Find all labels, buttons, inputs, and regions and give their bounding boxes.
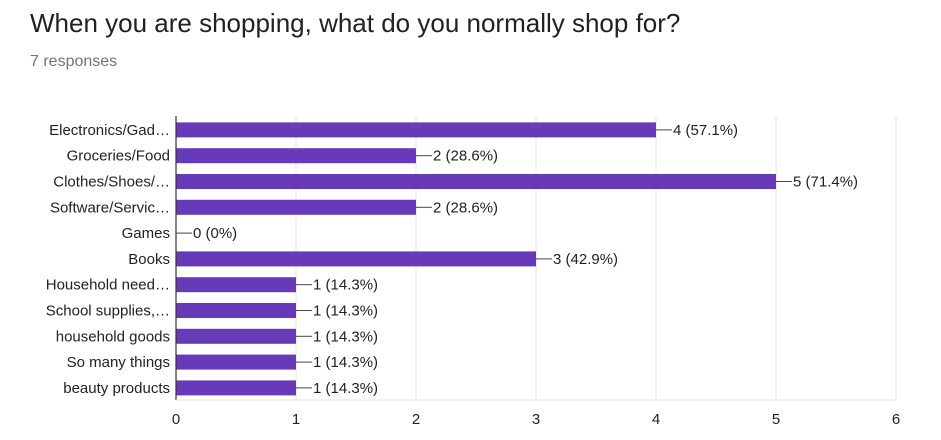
bar bbox=[176, 251, 536, 267]
data-label: 2 (28.6%) bbox=[433, 199, 498, 216]
category-label: Household need… bbox=[46, 277, 170, 294]
bar bbox=[176, 277, 296, 293]
bars bbox=[176, 122, 776, 396]
x-tick-label: 2 bbox=[412, 411, 420, 428]
category-label: So many things bbox=[67, 354, 170, 371]
category-label: Software/Servic… bbox=[50, 199, 170, 216]
category-label: Groceries/Food bbox=[67, 148, 170, 165]
category-label: Games bbox=[122, 225, 170, 242]
data-label: 1 (14.3%) bbox=[313, 277, 378, 294]
bar bbox=[176, 328, 296, 344]
category-label: Clothes/Shoes/… bbox=[53, 174, 170, 191]
x-tick-label: 1 bbox=[292, 411, 300, 428]
x-tick-label: 0 bbox=[172, 411, 180, 428]
category-label: School supplies,… bbox=[46, 303, 170, 320]
response-count: 7 responses bbox=[30, 53, 118, 70]
category-label: Electronics/Gad… bbox=[49, 122, 170, 139]
data-label: 3 (42.9%) bbox=[553, 251, 618, 268]
category-label: household goods bbox=[56, 328, 170, 345]
data-label: 5 (71.4%) bbox=[793, 174, 858, 191]
bar bbox=[176, 354, 296, 370]
x-tick-label: 6 bbox=[892, 411, 900, 428]
x-tick-label: 5 bbox=[772, 411, 780, 428]
x-tick-label: 4 bbox=[652, 411, 660, 428]
bar bbox=[176, 174, 776, 189]
x-tick-label: 3 bbox=[532, 411, 540, 428]
bar bbox=[176, 199, 416, 215]
data-label: 2 (28.6%) bbox=[433, 148, 498, 165]
bar bbox=[176, 303, 296, 318]
data-label: 1 (14.3%) bbox=[313, 303, 378, 320]
data-label: 0 (0%) bbox=[193, 225, 237, 242]
bar bbox=[176, 148, 416, 164]
data-label: 1 (14.3%) bbox=[313, 380, 378, 397]
data-label: 1 (14.3%) bbox=[313, 328, 378, 345]
axes bbox=[175, 116, 896, 401]
data-label: 1 (14.3%) bbox=[313, 354, 378, 371]
bar bbox=[176, 122, 656, 138]
data-label: 4 (57.1%) bbox=[673, 122, 738, 139]
bar bbox=[176, 380, 296, 396]
chart-title: When you are shopping, what do you norma… bbox=[30, 8, 681, 38]
labels: 0 1 2 3 4 5 6 4 (57.1%) Electronics/Gad… 2 (28.6%… bbox=[46, 122, 900, 428]
category-label: Books bbox=[128, 251, 170, 268]
category-label: beauty products bbox=[63, 380, 170, 397]
